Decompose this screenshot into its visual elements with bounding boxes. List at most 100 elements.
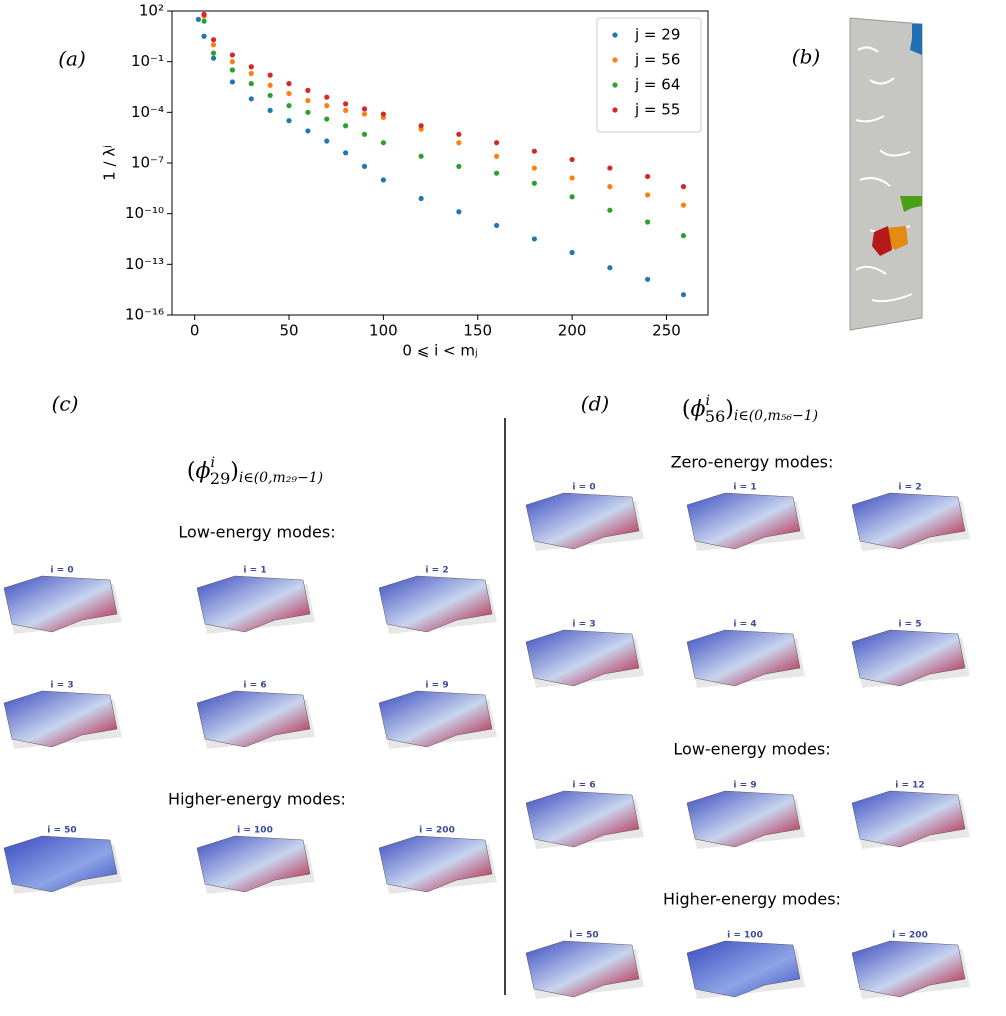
fragment-red: [872, 226, 892, 256]
point: [456, 209, 462, 215]
point: [210, 42, 217, 48]
x-tick-label: 200: [558, 322, 587, 340]
section-title: Low-energy modes:: [673, 740, 830, 759]
point: [380, 111, 386, 117]
point: [456, 140, 462, 146]
point: [229, 79, 235, 85]
point: [680, 233, 687, 239]
point: [645, 276, 651, 282]
panel-label: (d): [581, 392, 609, 416]
legend-marker: [612, 32, 618, 38]
point: [201, 11, 207, 17]
point: [645, 192, 651, 198]
mode-shape: [3, 835, 118, 893]
formula-part: ϕ: [195, 459, 210, 484]
mode-label: i = 200: [892, 931, 928, 941]
formula: (ϕi 56)i∈(0,m₅₆−1): [682, 393, 818, 426]
point: [210, 55, 217, 61]
legend-box: [596, 17, 702, 133]
point: [531, 165, 537, 171]
point: [305, 87, 311, 93]
point: [361, 131, 368, 137]
point: [267, 82, 273, 88]
mode-shape: [851, 790, 966, 848]
point: [607, 265, 613, 271]
point: [680, 202, 687, 208]
point: [267, 72, 273, 78]
x-axis-label: 0 ⩽ i < mⱼ: [402, 342, 477, 360]
legend-label: j = 64: [634, 76, 680, 94]
mode-shape: [686, 629, 801, 687]
point: [248, 96, 254, 102]
point: [267, 92, 273, 99]
y-tick-label: 10⁻¹³: [125, 255, 164, 273]
chart-a: 0 50 100 150 200 250 10² 10⁻¹ 10⁻⁴ 10⁻⁷ 10⁻¹⁰ 10⁻¹³…: [101, 2, 709, 360]
point: [645, 219, 651, 225]
point: [607, 165, 613, 171]
point: [569, 249, 575, 256]
formula-part: 56: [705, 407, 725, 426]
y-tick-label: 10⁻¹: [131, 52, 164, 70]
point: [456, 131, 462, 137]
point: [569, 156, 575, 163]
mode-label: i = 5: [898, 620, 921, 630]
point: [531, 236, 537, 242]
mode-label: i = 2: [898, 483, 921, 493]
point: [201, 18, 207, 24]
point: [286, 103, 292, 109]
mode-shape: [525, 629, 640, 687]
y-tick-label: 10²: [139, 2, 164, 20]
point: [343, 107, 349, 114]
point: [361, 111, 368, 117]
point: [324, 138, 330, 144]
mode-shape: [196, 690, 311, 748]
point: [494, 153, 500, 159]
point: [569, 175, 575, 181]
slab: [849, 17, 923, 331]
panel-b-image: [849, 17, 923, 331]
y-axis-label: 1 / λʲ: [101, 145, 119, 181]
point: [494, 170, 500, 176]
point: [361, 163, 368, 169]
mode-shape: [851, 940, 966, 998]
point: [418, 123, 424, 129]
point: [380, 140, 386, 146]
point: [361, 106, 368, 112]
mode-label: i = 3: [572, 620, 595, 630]
formula-part: i: [210, 455, 214, 471]
formula-part: i∈(0,m₅₆−1): [734, 408, 818, 424]
point: [229, 59, 235, 65]
point: [343, 150, 349, 156]
point: [210, 50, 217, 56]
x-tick-label: 0: [190, 322, 200, 340]
mode-label: i = 4: [733, 620, 756, 630]
point: [324, 103, 330, 109]
mode-shape: [378, 690, 493, 748]
point: [531, 180, 537, 186]
x-tick-label: 250: [652, 322, 681, 340]
point: [680, 292, 687, 298]
mode-shape: [196, 575, 311, 633]
point: [569, 194, 575, 200]
point: [418, 195, 424, 202]
mode-label: i = 0: [50, 566, 73, 576]
legend-label: j = 29: [634, 26, 680, 44]
legend-marker: [612, 107, 618, 113]
mode-shape: [525, 492, 640, 550]
formula: (ϕi 29)i∈(0,m₂₉−1): [187, 455, 323, 488]
mode-label: i = 50: [569, 931, 598, 941]
point: [248, 64, 254, 70]
point: [680, 184, 687, 190]
formula-part: (: [187, 459, 196, 484]
mode-shape: [525, 790, 640, 848]
mode-shape: [686, 492, 801, 550]
mode-shape: [3, 690, 118, 748]
section-title: Higher-energy modes:: [663, 890, 841, 909]
legend-marker: [612, 57, 618, 63]
y-tick-label: 10⁻⁴: [131, 103, 164, 121]
mode-label: i = 1: [243, 566, 266, 576]
point: [229, 52, 235, 58]
legend-label: j = 56: [634, 51, 680, 69]
mode-label: i = 6: [572, 781, 595, 791]
